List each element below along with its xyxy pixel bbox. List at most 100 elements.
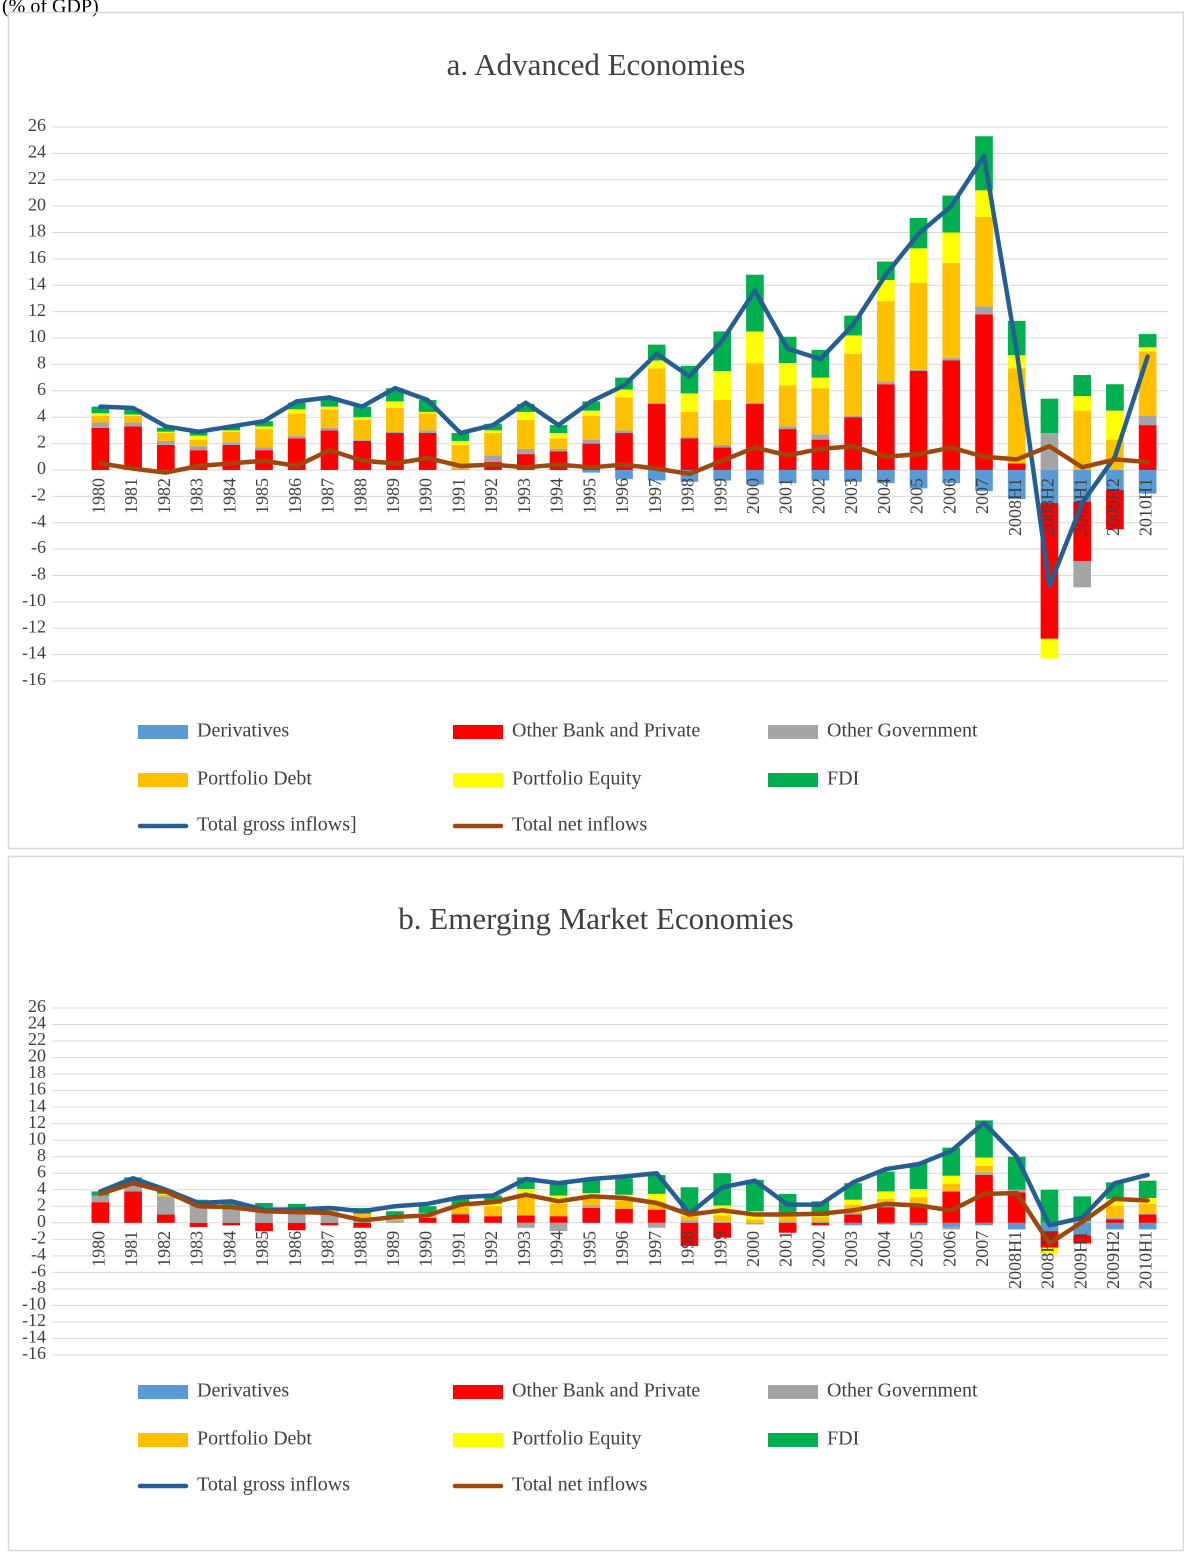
bar-segment — [516, 1222, 535, 1228]
legend-label: Other Government — [827, 1380, 978, 1402]
bar-segment — [484, 1216, 502, 1223]
legend-label: Total gross inflows — [197, 1474, 350, 1496]
bar-segment — [746, 404, 764, 470]
y-tick-label: 6 — [37, 1161, 46, 1181]
bar-segment — [844, 415, 862, 418]
bar-segment — [353, 406, 372, 418]
bar-segment — [746, 1219, 764, 1223]
legend-swatch — [768, 1433, 818, 1447]
y-tick-label: -4 — [31, 1244, 46, 1264]
bar-segment — [222, 442, 241, 445]
bar-segment — [516, 1196, 535, 1216]
bar-segment — [942, 1226, 961, 1230]
bar-segment — [549, 433, 568, 439]
bar-segment — [418, 413, 437, 431]
bar-segment — [746, 331, 764, 364]
x-tick-label: 1980 — [88, 478, 108, 514]
bar-segment — [1040, 1189, 1059, 1223]
y-tick-label: 22 — [28, 1029, 46, 1049]
bar-segment — [320, 397, 339, 407]
bar-segment — [418, 430, 437, 434]
x-tick-label: 1993 — [514, 1231, 534, 1267]
bar-segment — [386, 1220, 404, 1223]
y-tick-label: -10 — [22, 590, 46, 610]
legend-swatch — [768, 773, 818, 787]
x-tick-label: 1997 — [645, 478, 665, 514]
bar-segment — [942, 1175, 961, 1184]
y-tick-label: 26 — [28, 115, 46, 135]
x-tick-label: 1994 — [547, 1231, 567, 1267]
y-tick-label: 12 — [28, 1112, 46, 1132]
bar-segment — [1007, 469, 1026, 499]
bar-segment — [1106, 1222, 1124, 1230]
bar-segment — [222, 1222, 241, 1226]
x-tick-label: 2002 — [808, 1231, 828, 1267]
bar-segment — [582, 443, 601, 470]
bar-segment — [1073, 560, 1092, 588]
bar-segment — [156, 427, 175, 432]
bar-segment — [1138, 1180, 1157, 1199]
bar-segment — [156, 1193, 175, 1195]
x-tick-label: 1990 — [416, 478, 436, 514]
x-tick-label: 2000 — [743, 1231, 763, 1267]
x-tick-label: 1997 — [645, 1231, 665, 1267]
bar-segment — [615, 430, 633, 434]
bar-segment — [975, 1172, 993, 1175]
bar-segment — [942, 1183, 961, 1192]
y-tick-label: 18 — [28, 221, 46, 241]
x-tick-label: 1995 — [579, 1231, 599, 1267]
bar-segment — [713, 1215, 732, 1222]
x-tick-label: 1993 — [514, 478, 534, 514]
y-tick-label: 6 — [37, 379, 46, 399]
bar-segment — [1138, 1214, 1157, 1223]
bar-segment — [647, 1193, 666, 1202]
bar-segment — [942, 232, 961, 263]
bar-segment — [124, 409, 142, 415]
y-tick-label: 4 — [37, 405, 46, 425]
bar-segment — [942, 360, 961, 470]
bar-segment — [844, 1199, 862, 1205]
legend-label: Derivatives — [197, 720, 289, 742]
bar-segment — [255, 1222, 273, 1232]
x-tick-label: 1987 — [318, 478, 338, 514]
y-tick-label: 12 — [28, 300, 46, 320]
bar-segment — [287, 435, 306, 439]
bar-segment — [549, 448, 568, 452]
bar-segment — [1106, 1198, 1124, 1206]
x-tick-label: 1991 — [448, 1231, 468, 1267]
bar-segment — [418, 433, 437, 470]
x-tick-label: 2010H1 — [1136, 478, 1156, 536]
bar-segment — [942, 1222, 961, 1227]
bar-segment — [549, 425, 568, 434]
y-tick-label: 4 — [37, 1178, 46, 1198]
bar-segment — [91, 1195, 110, 1203]
bar-segment — [1138, 334, 1157, 348]
legend-label: Portfolio Equity — [512, 768, 641, 790]
bar-segment — [484, 1203, 502, 1207]
bar-segment — [615, 1200, 633, 1209]
bar-segment — [451, 433, 470, 441]
bar-segment — [484, 1195, 502, 1204]
bar-segment — [1106, 1219, 1124, 1223]
y-tick-label: 14 — [28, 273, 46, 293]
bar-segment — [942, 1191, 961, 1223]
bar-segment — [549, 1216, 568, 1223]
bar-segment — [582, 1205, 601, 1208]
x-tick-label: 2008H1 — [1005, 1231, 1025, 1289]
bar-segment — [909, 282, 928, 370]
bar-segment — [647, 1209, 666, 1223]
bar-segment — [189, 1222, 208, 1227]
bar-segment — [811, 434, 830, 440]
bar-segment — [615, 433, 633, 470]
x-tick-label: 1985 — [252, 478, 272, 514]
x-tick-label: 1985 — [252, 1231, 272, 1267]
bar-segment — [484, 430, 502, 434]
x-tick-label: 1988 — [350, 1231, 370, 1267]
bar-segment — [746, 402, 764, 404]
x-tick-label: 2001 — [776, 1231, 796, 1267]
x-tick-label: 1983 — [187, 478, 207, 514]
legend-label: Total gross inflows] — [197, 814, 357, 836]
x-tick-label: 1990 — [416, 1231, 436, 1267]
bar-segment — [222, 1202, 241, 1207]
